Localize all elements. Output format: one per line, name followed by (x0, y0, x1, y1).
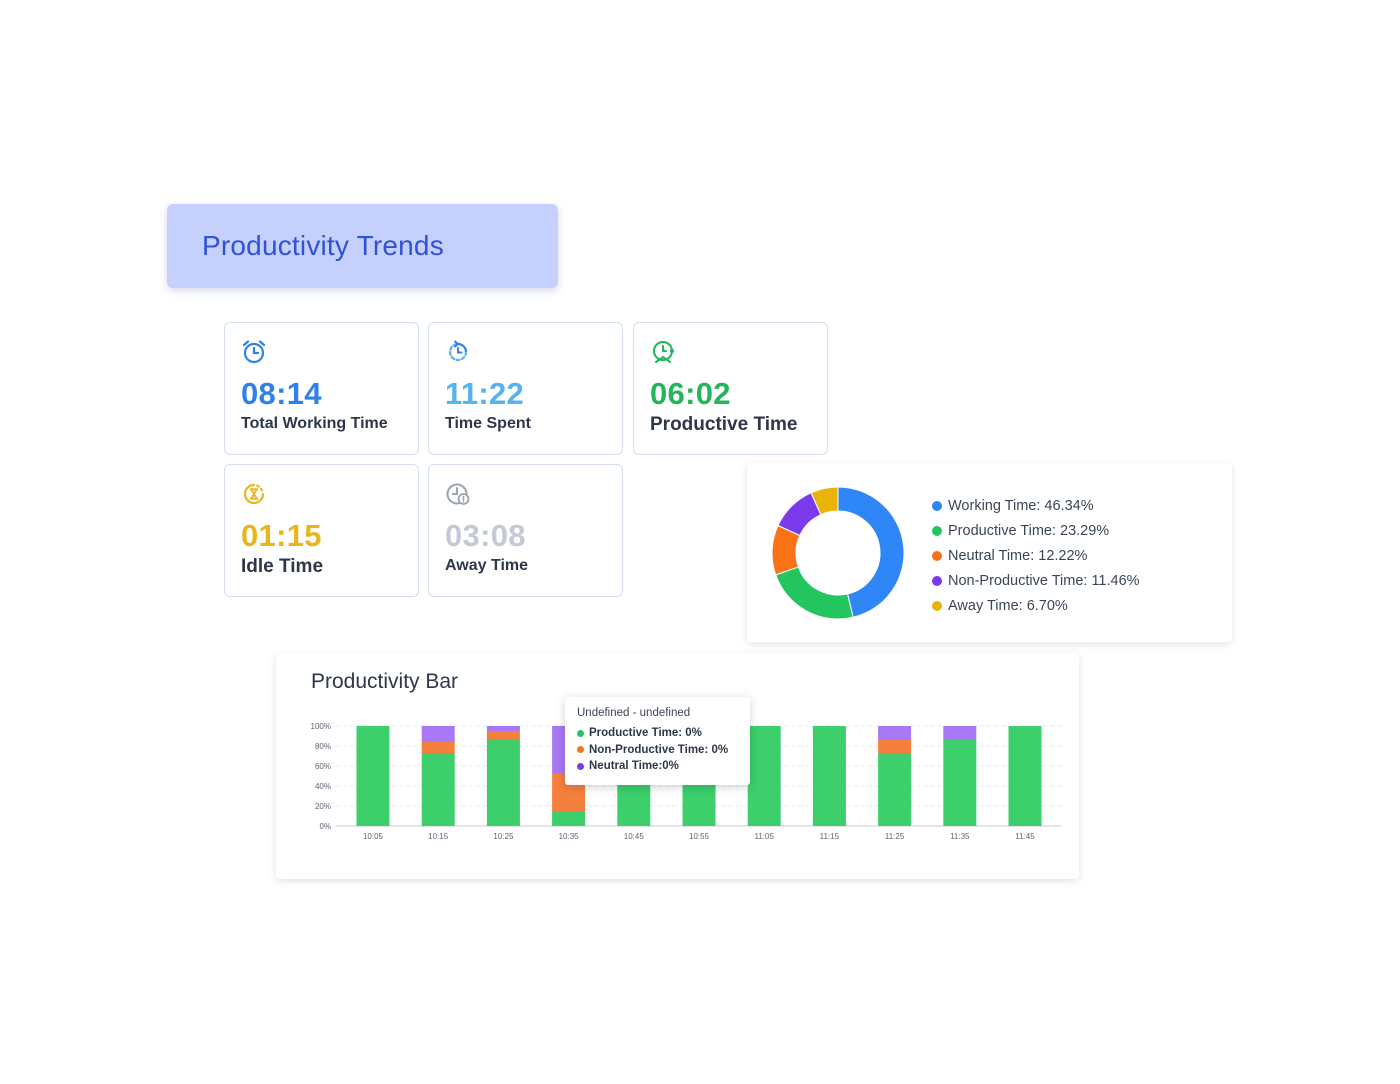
bar-segment[interactable] (421, 753, 455, 826)
tooltip-dot (577, 762, 584, 770)
idle-time-label: Idle Time (241, 556, 324, 577)
bar-segment[interactable] (812, 726, 846, 826)
time-spent-label: Time Spent (445, 415, 531, 432)
stat-card-away-time[interactable]: 03:08 Away Time (428, 464, 623, 597)
chart-tooltip: Undefined - undefined Productive Time: 0… (565, 697, 750, 785)
legend-item[interactable]: Working Time: 46.34% (932, 493, 1140, 518)
away-time-label: Away Time (445, 557, 529, 574)
time-distribution-card: Working Time: 46.34% Productive Time: 23.… (747, 463, 1232, 642)
tooltip-row: Non-Productive Time: 0% (577, 742, 738, 759)
x-tick-label: 11:45 (1015, 832, 1035, 841)
tooltip-dot (577, 729, 584, 737)
legend-label: Neutral Time: 12.22% (948, 547, 1088, 564)
bar-segment[interactable] (421, 726, 455, 742)
legend-label: Working Time: 46.34% (948, 497, 1094, 514)
x-tick-label: 10:25 (493, 832, 514, 841)
tooltip-dot (577, 746, 584, 754)
bar-segment[interactable] (552, 811, 586, 826)
productivity-clock-icon (653, 341, 674, 363)
donut-legend: Working Time: 46.34% Productive Time: 23.… (932, 493, 1140, 618)
stat-card-time-spent[interactable]: 11:22 Time Spent (428, 322, 623, 455)
bar-segment[interactable] (421, 742, 455, 753)
legend-dot (932, 550, 942, 561)
stat-card-idle-time[interactable]: 01:15 Idle Time (224, 464, 419, 597)
total-working-time-value: 08:14 (241, 376, 322, 411)
bar-segment[interactable] (486, 739, 520, 826)
idle-time-value: 01:15 (241, 518, 322, 553)
stat-card-productive-time[interactable]: 06:02 Productive Time (633, 322, 828, 455)
donut-slice[interactable] (810, 486, 839, 516)
legend-item[interactable]: Away Time: 6.70% (932, 593, 1140, 618)
legend-label: Non-Productive Time: 11.46% (948, 572, 1140, 589)
legend-item[interactable]: Non-Productive Time: 11.46% (932, 568, 1140, 593)
y-tick-label: 80% (315, 742, 331, 751)
alarm-clock-icon (242, 340, 266, 364)
legend-label: Away Time: 6.70% (948, 597, 1068, 614)
bar-segment[interactable] (943, 739, 977, 826)
y-tick-label: 20% (315, 802, 331, 811)
bar-segment[interactable] (486, 731, 520, 739)
y-tick-label: 100% (311, 722, 331, 731)
tooltip-row-label: Productive Time: 0% (589, 727, 702, 740)
productivity-bar-chart: 0% 20% 40% 60% 80% 100% 10:05 10:15 10:25 10:35 10… (311, 722, 1061, 841)
productive-time-value: 06:02 (650, 376, 731, 411)
bar-segment[interactable] (878, 726, 912, 740)
page-title: Productivity Trends (202, 230, 444, 261)
legend-item[interactable]: Productive Time: 23.29% (932, 518, 1140, 543)
x-tick-label: 10:35 (559, 832, 580, 841)
bar-segment[interactable] (878, 740, 912, 753)
y-tick-label: 0% (319, 822, 331, 831)
title-banner: Productivity Trends (167, 204, 558, 288)
bar-segment[interactable] (943, 726, 977, 739)
tooltip-row: Neutral Time:0% (577, 758, 738, 775)
productive-time-label: Productive Time (650, 414, 798, 435)
donut-slice[interactable] (837, 486, 905, 618)
y-tick-label: 60% (315, 762, 331, 771)
away-clock-icon (446, 483, 470, 505)
stat-card-total-working-time[interactable]: 08:14 Total Working Time (224, 322, 419, 455)
x-tick-label: 11:35 (950, 832, 970, 841)
clock-refresh-icon (448, 340, 468, 362)
tooltip-row-label: Neutral Time:0% (589, 760, 679, 773)
x-tick-label: 11:25 (885, 832, 905, 841)
x-tick-label: 10:15 (428, 832, 449, 841)
x-tick-label: 11:05 (754, 832, 774, 841)
hourglass-icon (243, 483, 265, 505)
bar-segment[interactable] (747, 726, 781, 826)
donut-chart (771, 486, 905, 620)
total-working-time-label: Total Working Time (241, 415, 388, 432)
away-time-value: 03:08 (445, 518, 526, 553)
tooltip-row: Productive Time: 0% (577, 725, 738, 742)
legend-item[interactable]: Neutral Time: 12.22% (932, 543, 1140, 568)
tooltip-row-label: Non-Productive Time: 0% (589, 743, 729, 756)
legend-label: Productive Time: 23.29% (948, 522, 1110, 539)
x-tick-label: 10:05 (363, 832, 384, 841)
bar-segment[interactable] (486, 726, 520, 731)
bar-segment[interactable] (356, 726, 390, 826)
donut-slice[interactable] (775, 566, 854, 620)
x-tick-label: 10:55 (689, 832, 710, 841)
x-tick-label: 10:45 (624, 832, 645, 841)
bar-segment[interactable] (878, 753, 912, 826)
x-tick-label: 11:15 (820, 832, 840, 841)
tooltip-header: Undefined - undefined (577, 707, 691, 719)
productivity-bar-title: Productivity Bar (311, 670, 459, 693)
time-spent-value: 11:22 (445, 376, 525, 411)
legend-dot (932, 600, 942, 611)
y-tick-label: 40% (315, 782, 331, 791)
legend-dot (932, 525, 942, 536)
bar-segment[interactable] (1008, 726, 1042, 826)
legend-dot (932, 575, 942, 586)
legend-dot (932, 500, 942, 511)
